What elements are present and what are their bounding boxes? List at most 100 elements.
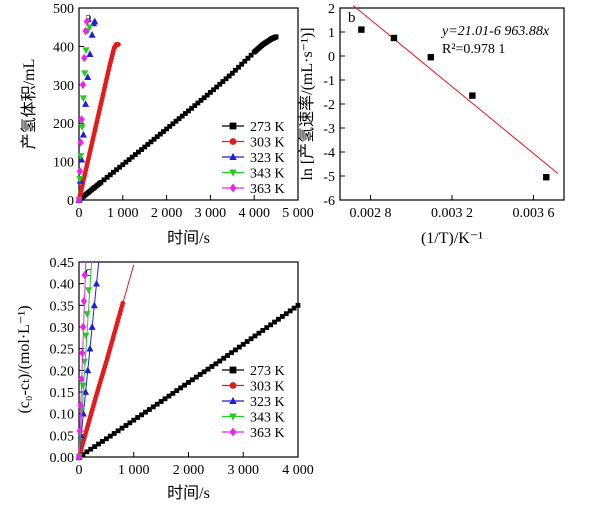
data-point [150,404,156,410]
data-point [162,396,168,402]
y-tick-label: 300 [53,79,74,94]
data-point [195,100,201,106]
x-tick-label: 0.003 2 [431,206,473,221]
data-point [190,377,195,383]
data-point [205,366,211,372]
y-tick-label: 500 [53,2,74,17]
y-tick-label: 0.40 [50,278,75,293]
y-tick-label: 2 [328,2,335,17]
legend-label: 343 K [250,167,285,182]
series-273-K [76,302,301,460]
data-point [236,64,241,70]
data-point [126,157,132,163]
data-point [111,431,117,436]
y-tick-label: 0.25 [50,343,75,358]
data-point [245,55,251,61]
data-point [217,81,223,87]
data-point [116,42,121,47]
series-363-K [75,17,91,205]
data-point [182,111,188,116]
data-point [79,95,87,103]
data-point [139,147,144,152]
y-tick-label: 0 [328,50,335,65]
data-point [201,95,207,101]
data-point [119,425,125,431]
y-tick-label: 0 [67,194,74,209]
legend-label: 273 K [250,120,285,135]
data-point [98,179,104,185]
data-point [123,159,129,165]
data-point [80,296,88,306]
data-point [146,407,152,412]
data-point [217,358,223,364]
data-point [358,26,365,33]
data-point [291,305,297,311]
fit-line [78,261,87,458]
legend-marker [229,413,237,421]
legend-label: 303 K [250,380,285,395]
panel-a: 0 1 000 2 000 3 000 4 000 5 000 0 100 200 300 400 5… [20,2,314,247]
x-tick-label: 0.003 6 [512,206,554,221]
x-tick-label: 1 000 [107,206,139,221]
legend-marker [229,138,237,145]
data-point [96,441,101,447]
data-point [92,444,98,449]
data-point [78,124,86,131]
data-point [164,126,169,132]
data-point [78,115,85,124]
x-tick-label: 0.002 8 [350,206,392,221]
y-tick-label: 0.10 [50,408,75,423]
data-point [120,162,126,168]
y-tick-label: -3 [323,122,335,137]
data-point [132,152,138,157]
fit-r2: R²=0.978 1 [442,42,505,57]
data-point [213,361,219,367]
data-point [83,311,91,318]
data-point [197,372,203,377]
data-point [226,73,232,79]
data-point [91,17,99,25]
data-point [157,131,163,137]
fit-line [78,261,100,458]
x-axis-label: (1/T)/K⁻¹ [421,230,483,247]
data-point [131,417,137,423]
data-point [104,174,110,180]
y-tick-label: -4 [323,146,335,161]
data-point [79,130,87,138]
data-point [182,382,187,388]
data-point [75,452,83,462]
data-point [100,439,105,444]
data-point [192,103,198,109]
data-point [256,330,262,336]
data-point [75,195,83,205]
legend-label: 363 K [250,182,285,197]
y-tick-label: 0.30 [50,321,75,336]
data-point [86,50,94,57]
y-tick-label: 100 [53,156,74,171]
data-point [283,311,289,317]
data-point [158,399,164,404]
data-point [76,167,84,176]
data-point [77,138,84,147]
data-point [186,108,191,114]
data-point [107,433,113,439]
y-tick-label: 0.20 [50,364,75,379]
data-point [78,374,85,384]
data-point [88,446,94,452]
panel-label: c [85,264,92,280]
data-point [186,380,191,385]
legend-label: 323 K [250,395,285,410]
data-point [127,420,133,426]
data-point [79,80,87,89]
data-point [154,401,160,407]
legend-marker [229,396,237,405]
data-point [82,332,90,340]
data-point [166,393,172,399]
data-point [80,452,86,457]
x-axis-label: 时间/s [167,229,210,247]
series-273-K [76,34,279,203]
x-tick-label: 1 000 [118,463,150,478]
data-point [167,123,173,129]
